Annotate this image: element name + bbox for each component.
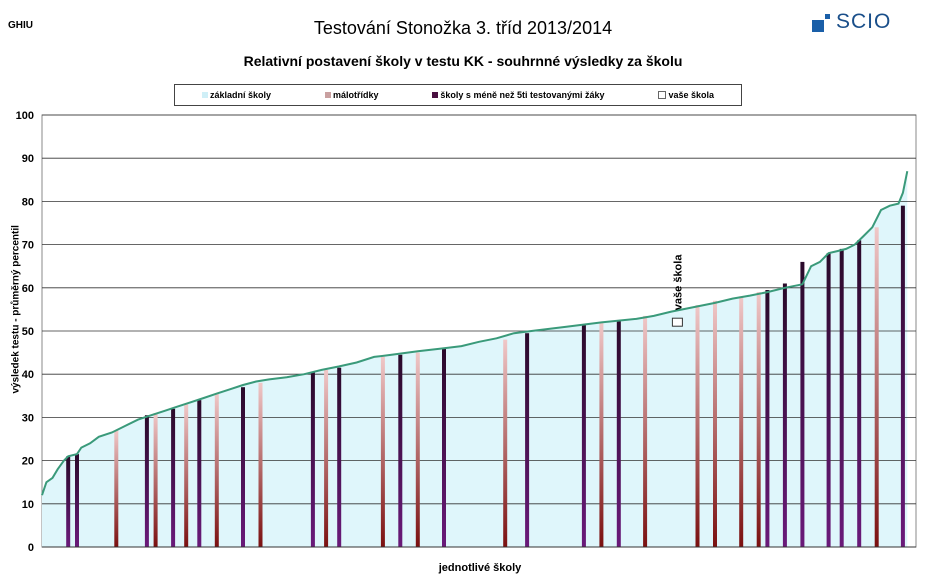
school-code: GHIU: [8, 20, 33, 31]
y-tick-label: 100: [16, 110, 34, 122]
y-tick-label: 0: [28, 542, 34, 554]
bar-malotridka: [874, 227, 879, 548]
bar-malotridka: [739, 296, 744, 547]
bar-malotridka: [214, 393, 219, 547]
bar-malotridka: [415, 352, 420, 547]
bar-malotridka: [324, 369, 329, 547]
legend-label: vaše škola: [668, 90, 714, 100]
bar-small-school: [337, 367, 342, 547]
bar-malotridka: [114, 430, 119, 547]
y-tick-label: 10: [22, 499, 34, 511]
chart-subtitle: Relativní postavení školy v testu KK - s…: [243, 53, 683, 69]
bar-malotridka: [258, 382, 263, 547]
bar-small-school: [398, 354, 403, 547]
legend-item-mene5: školy s méně než 5ti testovanými žáky: [432, 90, 605, 100]
bar-malotridka: [599, 322, 604, 547]
legend-swatch: [324, 92, 331, 98]
bar-malotridka: [643, 315, 648, 547]
y-tick-label: 90: [22, 153, 34, 165]
y-tick-label: 30: [22, 412, 34, 424]
basic-schools-area: [42, 171, 908, 547]
legend-swatch: [201, 92, 208, 98]
bar-small-school: [581, 324, 586, 547]
bar-small-school: [66, 456, 71, 547]
bar-small-school: [144, 415, 149, 547]
chart-legend: základní školy málotřídky školy s méně než…: [174, 84, 742, 106]
bar-small-school: [616, 320, 621, 547]
legend-swatch: [658, 91, 667, 99]
bar-small-school: [171, 408, 176, 547]
scio-logo-text: SCIO: [836, 10, 892, 33]
legend-item-malotridky: málotřídky: [324, 90, 379, 100]
x-axis-title: jednotlivé školy: [438, 562, 522, 574]
bar-malotridka: [503, 339, 508, 547]
bar-malotridka: [380, 356, 385, 547]
bar-small-school: [241, 387, 245, 547]
legend-item-zakladni: základní školy: [201, 90, 271, 100]
legend-label: málotřídky: [332, 90, 379, 100]
y-tick-label: 50: [22, 326, 34, 338]
bar-small-school: [75, 454, 79, 547]
your-school-marker: [671, 317, 683, 327]
y-tick-label: 40: [22, 369, 34, 381]
legend-label: základní školy: [209, 90, 271, 100]
scio-logo-icon: [812, 14, 830, 32]
y-tick-label: 20: [22, 456, 34, 468]
bar-small-school: [197, 400, 202, 547]
scio-logo: SCIO: [812, 10, 904, 36]
bar-malotridka: [713, 300, 717, 547]
bar-small-school: [442, 348, 446, 547]
your-school-label: vaše škola: [672, 254, 684, 311]
bar-small-school: [900, 205, 905, 547]
bar-malotridka: [756, 292, 761, 547]
bar-small-school: [310, 372, 315, 547]
bar-malotridka: [153, 413, 158, 547]
bar-small-school: [826, 253, 831, 547]
legend-item-vase: vaše škola: [658, 90, 714, 100]
bar-small-school: [839, 248, 844, 547]
bar-small-school: [782, 283, 787, 547]
bar-small-school: [800, 261, 805, 547]
results-curve: [41, 171, 909, 496]
y-axis-title: výsledek testu - průměrný percentil: [10, 225, 22, 394]
y-tick-label: 70: [22, 240, 34, 252]
bar-malotridka: [695, 305, 700, 547]
y-tick-label: 60: [22, 283, 34, 295]
bar-malotridka: [184, 404, 189, 547]
bar-small-school: [765, 290, 770, 547]
bar-small-school: [525, 333, 530, 547]
legend-label: školy s méně než 5ti testovanými žáky: [440, 90, 605, 100]
y-tick-label: 80: [22, 196, 34, 208]
bar-small-school: [857, 240, 862, 548]
chart-title: Testování Stonožka 3. tříd 2013/2014: [313, 18, 613, 38]
legend-swatch: [432, 92, 439, 98]
